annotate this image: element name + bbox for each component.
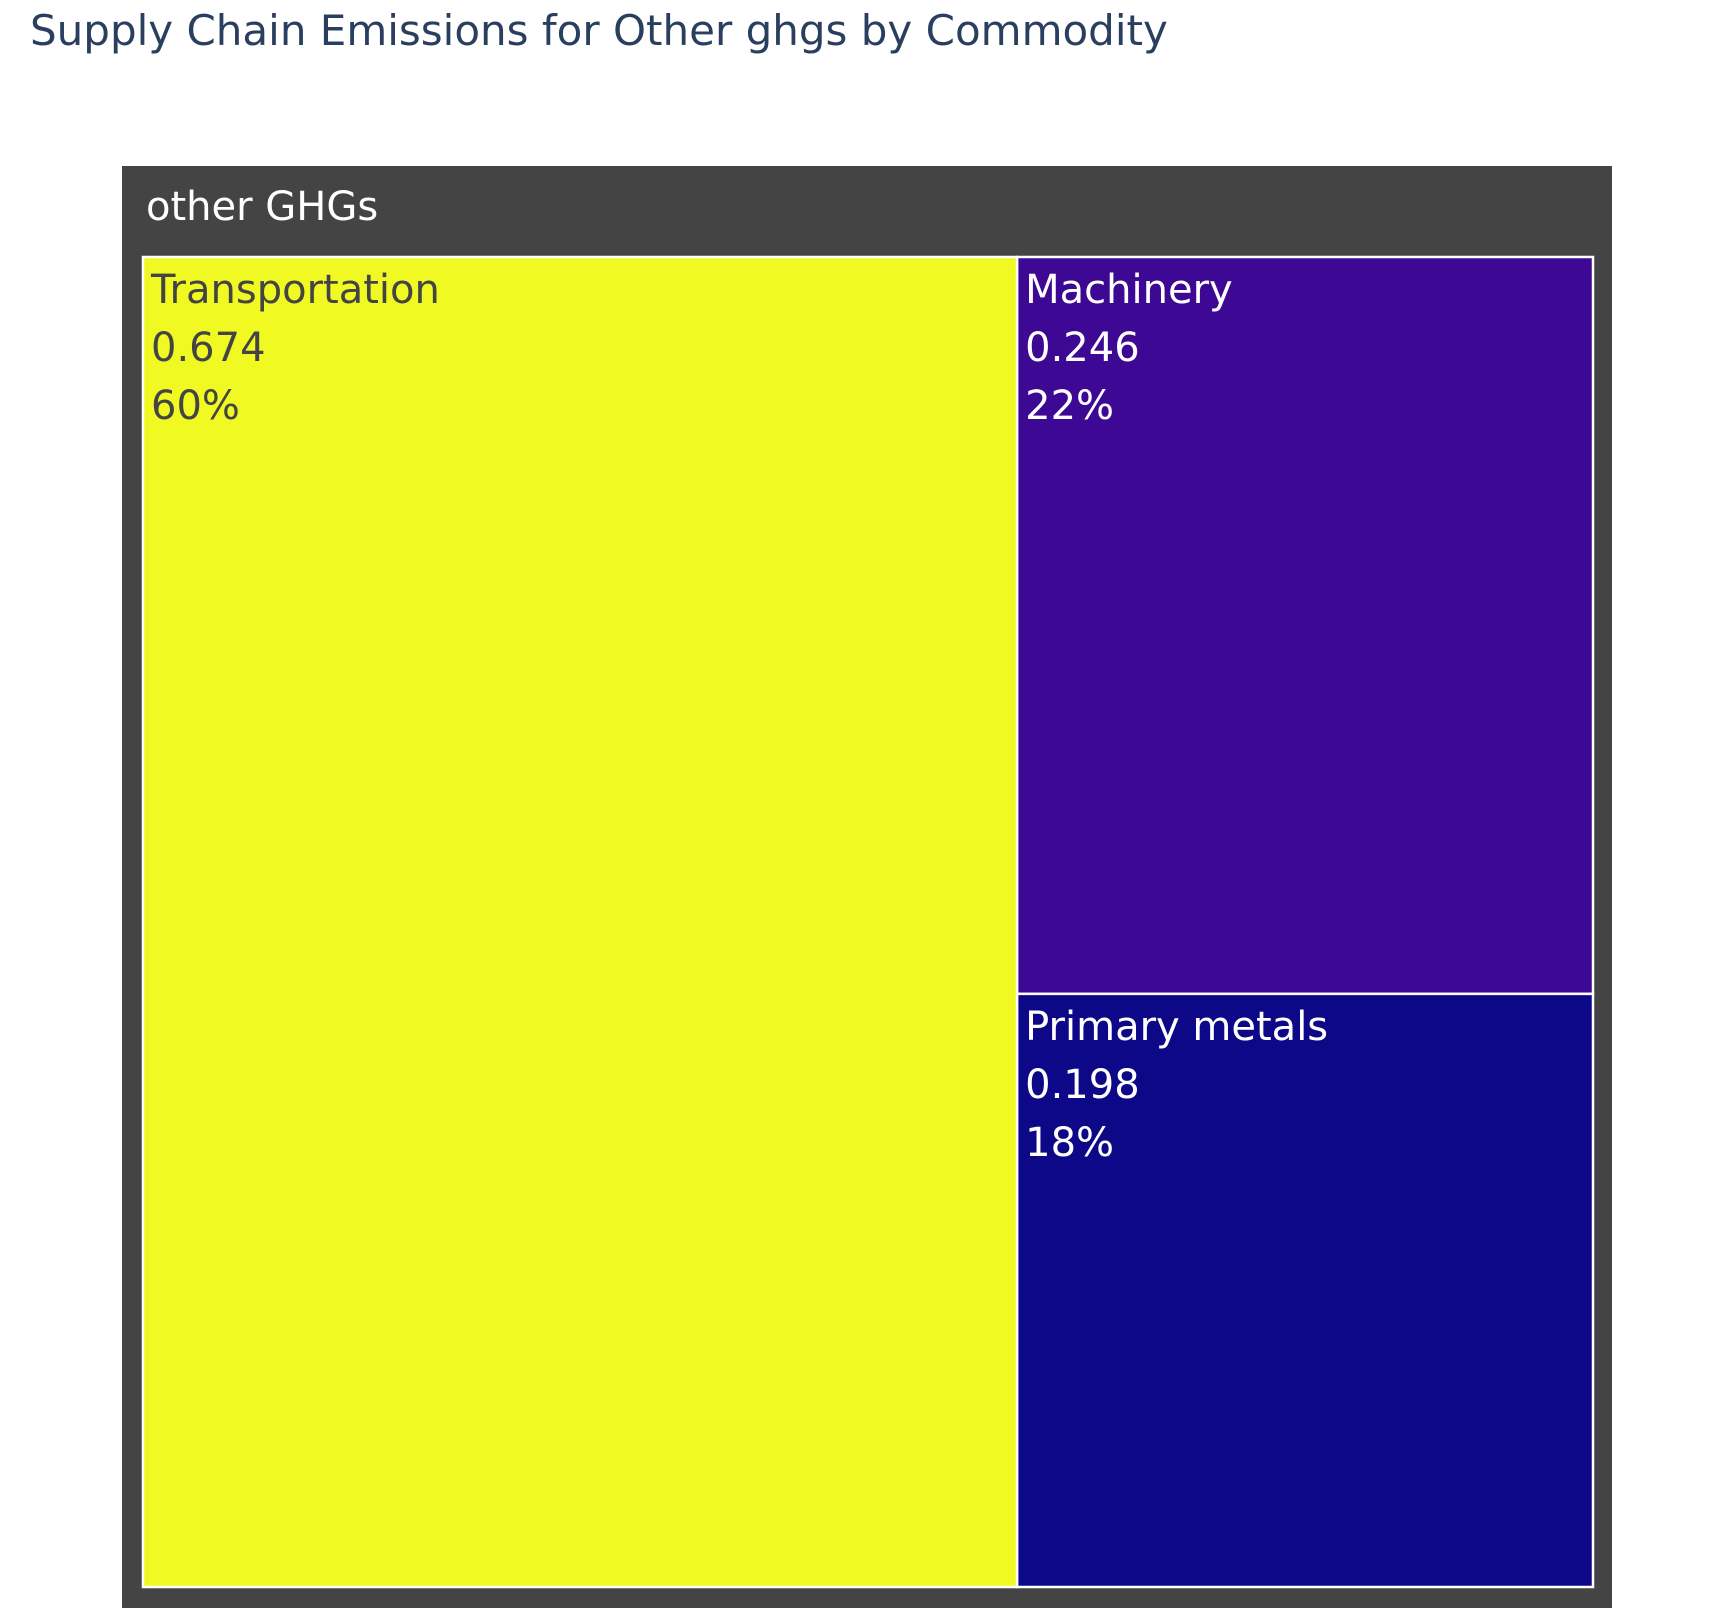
treemap-tile-value: 0.198 (1025, 1062, 1140, 1108)
treemap-tile-percent: 60% (151, 383, 240, 429)
treemap-tile-rect (141, 255, 1019, 1589)
treemap-root-label: other GHGs (146, 184, 378, 230)
treemap-tile-value: 0.246 (1025, 325, 1140, 371)
treemap-tiles: Transportation 0.674 60% Machinery 0.246 22% P… (141, 255, 1595, 1589)
treemap-tile-primary-metals[interactable]: Primary metals 0.198 18% (1015, 992, 1595, 1589)
treemap-tile-label: Machinery (1025, 267, 1233, 313)
treemap-tile-label: Transportation (150, 267, 440, 313)
chart-title: Supply Chain Emissions for Other ghgs by… (30, 6, 1168, 55)
treemap-tile-transportation[interactable]: Transportation 0.674 60% (141, 255, 1019, 1589)
treemap-tile-percent: 22% (1025, 383, 1114, 429)
treemap-tile-label: Primary metals (1025, 1004, 1328, 1050)
treemap-tile-percent: 18% (1025, 1120, 1114, 1166)
treemap-tile-value: 0.674 (151, 325, 266, 371)
treemap-tile-rect (1015, 255, 1595, 996)
treemap-tile-machinery[interactable]: Machinery 0.246 22% (1015, 255, 1595, 996)
treemap-tile-rect (1015, 992, 1595, 1589)
